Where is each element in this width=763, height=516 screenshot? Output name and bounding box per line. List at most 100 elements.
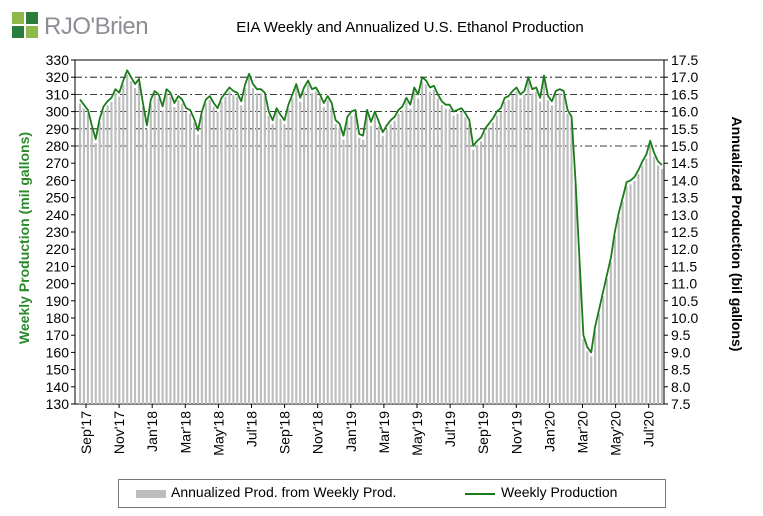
bar xyxy=(621,201,624,404)
bar xyxy=(649,144,652,404)
bar xyxy=(346,120,349,404)
bar xyxy=(314,91,318,405)
bar xyxy=(503,101,506,404)
x-tick-label: Jan'19 xyxy=(343,411,359,452)
bar xyxy=(373,115,377,404)
bar xyxy=(287,108,290,404)
bar xyxy=(326,100,329,405)
y-right-tick-label: 16.0 xyxy=(671,104,698,120)
y-left-tick-label: 150 xyxy=(46,362,70,378)
bar xyxy=(177,100,180,405)
bar xyxy=(464,117,467,404)
y-left-tick-label: 160 xyxy=(46,344,70,360)
bar xyxy=(660,168,664,404)
y-left-tick-label: 240 xyxy=(46,207,70,223)
bar xyxy=(192,122,196,404)
bar xyxy=(495,115,498,404)
y-right-tick-label: 11.5 xyxy=(671,258,697,274)
bar xyxy=(448,108,451,404)
y-right-tick-label: 14.0 xyxy=(671,172,698,188)
bar xyxy=(625,186,628,404)
bar xyxy=(381,136,384,405)
bar xyxy=(189,113,192,404)
bar xyxy=(570,120,573,404)
y-left-tick-label: 280 xyxy=(46,138,70,154)
bar xyxy=(605,279,609,404)
y-left-tick-label: 300 xyxy=(46,104,70,120)
bar xyxy=(397,113,400,404)
bar xyxy=(377,125,380,405)
bar xyxy=(106,105,109,404)
bar xyxy=(110,101,113,404)
bar xyxy=(334,124,337,404)
bar xyxy=(511,94,514,405)
bar xyxy=(452,115,455,404)
bar xyxy=(519,98,522,405)
y-left-tick-label: 180 xyxy=(46,310,70,326)
bar xyxy=(153,94,156,405)
x-tick-label: Sep'17 xyxy=(78,411,94,454)
bar xyxy=(472,150,475,404)
bar xyxy=(114,93,117,405)
bar xyxy=(483,132,487,405)
bar xyxy=(354,113,357,404)
y-right-tick-label: 15.0 xyxy=(671,138,698,154)
bar xyxy=(102,110,105,404)
x-tick-label: Mar'19 xyxy=(376,411,392,454)
y-left-tick-label: 220 xyxy=(46,241,70,257)
y-left-tick-label: 230 xyxy=(46,224,70,240)
bar xyxy=(228,91,231,405)
bar xyxy=(535,91,538,405)
bar xyxy=(322,107,325,404)
bar xyxy=(542,79,546,404)
bar xyxy=(82,108,86,404)
bar xyxy=(165,93,168,405)
bar xyxy=(460,112,463,404)
bar xyxy=(440,105,443,404)
x-tick-label: May'18 xyxy=(210,411,226,456)
bar xyxy=(405,101,408,404)
y-right-tick-label: 10.0 xyxy=(671,310,698,326)
bar xyxy=(617,217,620,404)
bar xyxy=(645,158,648,404)
y-left-tick-label: 190 xyxy=(46,293,70,309)
bar xyxy=(594,330,597,404)
bar xyxy=(208,100,211,405)
bar xyxy=(259,93,262,405)
bar xyxy=(578,261,581,404)
legend: Annualized Prod. from Weekly Prod. Weekl… xyxy=(118,479,666,508)
bar xyxy=(515,91,518,405)
legend-label-line: Weekly Production xyxy=(501,484,618,500)
bar xyxy=(185,112,188,404)
bar xyxy=(342,139,345,404)
y-right-tick-label: 13.0 xyxy=(671,207,698,223)
bar xyxy=(428,91,432,405)
bar xyxy=(436,98,439,405)
rjobrien-logo: RJO'Brien xyxy=(10,10,170,50)
bar xyxy=(118,96,121,405)
bar xyxy=(601,296,605,404)
y-right-tick-label: 12.0 xyxy=(671,241,698,257)
bar xyxy=(653,156,656,404)
x-tick-label: Jul'18 xyxy=(244,411,260,447)
bar xyxy=(196,134,200,404)
bar xyxy=(432,89,436,405)
bar xyxy=(413,91,416,405)
y-left-tick-label: 320 xyxy=(46,69,70,85)
bar xyxy=(637,174,640,404)
x-tick-label: Sep'18 xyxy=(277,411,293,454)
bar xyxy=(409,108,412,404)
bar xyxy=(609,261,612,404)
bar xyxy=(137,82,141,405)
x-tick-label: Mar'20 xyxy=(575,411,591,454)
bar xyxy=(358,137,361,404)
y-right-tick-label: 14.5 xyxy=(671,155,698,171)
y-right-tick-label: 10.5 xyxy=(671,293,698,309)
bar xyxy=(224,96,227,405)
bar xyxy=(613,236,616,404)
legend-swatch-bars xyxy=(136,490,166,498)
bar xyxy=(255,93,259,405)
bar xyxy=(417,98,420,405)
bar xyxy=(566,113,569,404)
